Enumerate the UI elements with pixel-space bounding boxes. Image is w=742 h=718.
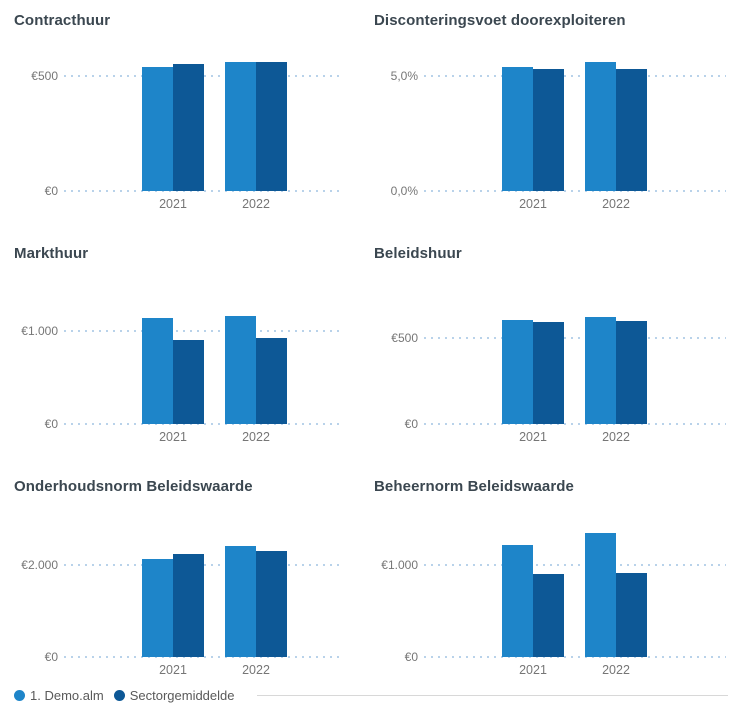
y-axis-tick-label: €500 xyxy=(31,68,58,83)
chart-area: 0,0% 5,0% 2021 2022 xyxy=(374,61,726,211)
chart-panel-beheernorm-beleidswaarde: Beheernorm Beleidswaarde €0 €1.000 2021 2022 xyxy=(360,466,742,699)
chart-title: Onderhoudsnorm Beleidswaarde xyxy=(14,478,253,495)
y-axis-tick-label: €0 xyxy=(44,417,58,431)
gridline xyxy=(64,190,344,192)
chart-panel-contracthuur: Contracthuur €0 €500 2021 2022 xyxy=(0,0,360,233)
y-axis-tick-label: €1.000 xyxy=(21,324,58,339)
legend-item-1-demo-alm[interactable]: 1. Demo.alm xyxy=(14,688,104,703)
chart-title: Beheernorm Beleidswaarde xyxy=(374,478,574,495)
bar-sectorgemiddelde-2021[interactable] xyxy=(173,340,204,424)
y-axis-tick-label: €500 xyxy=(391,330,418,345)
gridline xyxy=(424,190,726,192)
chart-panel-beleidshuur: Beleidshuur €0 €500 2021 2022 xyxy=(360,233,742,466)
x-axis-category-label: 2022 xyxy=(602,197,630,211)
legend: 1. Demo.alm Sectorgemiddelde xyxy=(14,684,728,706)
plot-area: 2021 2022 xyxy=(64,61,344,211)
chart-title: Markthuur xyxy=(14,245,89,262)
bar-sectorgemiddelde-2022[interactable] xyxy=(256,551,287,657)
chart-title: Contracthuur xyxy=(14,12,111,29)
bar-1-demo-alm-2021[interactable] xyxy=(502,545,533,657)
bar-sectorgemiddelde-2022[interactable] xyxy=(616,321,647,424)
plot-area: 2021 2022 xyxy=(64,527,344,677)
legend-item-label: 1. Demo.alm xyxy=(30,687,104,703)
bar-1-demo-alm-2021[interactable] xyxy=(142,318,173,424)
x-axis-category-label: 2022 xyxy=(242,663,270,677)
gridline xyxy=(64,423,344,425)
y-axis-tick-label: 0,0% xyxy=(390,184,418,198)
gridline xyxy=(424,336,726,339)
bar-1-demo-alm-2021[interactable] xyxy=(502,67,533,191)
legend-item-label: Sectorgemiddelde xyxy=(129,687,235,703)
gridline xyxy=(64,564,344,567)
chart-panel-disconteringsvoet-doorexploiteren: Disconteringsvoet doorexploiteren 0,0% 5,0… xyxy=(360,0,742,233)
bar-sectorgemiddelde-2022[interactable] xyxy=(256,338,287,424)
chart-area: €0 €2.000 2021 2022 xyxy=(14,527,344,677)
x-axis-category-label: 2021 xyxy=(519,430,547,444)
gridline xyxy=(424,656,726,658)
bar-1-demo-alm-2022[interactable] xyxy=(585,317,616,424)
bar-sectorgemiddelde-2021[interactable] xyxy=(533,322,564,424)
legend-item-sectorgemiddelde[interactable]: Sectorgemiddelde xyxy=(113,687,235,703)
chart-area: €0 €1.000 2021 2022 xyxy=(14,294,344,444)
chart-title: Disconteringsvoet doorexploiteren xyxy=(374,12,626,29)
y-axis-tick-label: €1.000 xyxy=(381,558,418,573)
y-axis-tick-label: €0 xyxy=(404,417,418,431)
plot-area: 2021 2022 xyxy=(64,294,344,444)
bar-sectorgemiddelde-2021[interactable] xyxy=(533,69,564,191)
x-axis-category-label: 2022 xyxy=(242,197,270,211)
bar-sectorgemiddelde-2021[interactable] xyxy=(173,554,204,657)
y-axis-tick-label: 5,0% xyxy=(390,68,418,83)
bar-sectorgemiddelde-2022[interactable] xyxy=(616,69,647,191)
x-axis-category-label: 2022 xyxy=(602,430,630,444)
legend-series-dot-icon xyxy=(14,689,25,701)
bar-1-demo-alm-2021[interactable] xyxy=(502,320,533,424)
chart-area: €0 €500 2021 2022 xyxy=(14,61,344,211)
y-axis-tick-label: €0 xyxy=(404,650,418,664)
chart-panel-onderhoudsnorm-beleidswaarde: Onderhoudsnorm Beleidswaarde €0 €2.000 2021… xyxy=(0,466,360,699)
gridline xyxy=(64,330,344,333)
gridline xyxy=(64,656,344,658)
y-axis-tick-label: €2.000 xyxy=(21,558,58,573)
bar-1-demo-alm-2022[interactable] xyxy=(225,546,256,657)
x-axis-category-label: 2021 xyxy=(159,430,187,444)
bar-1-demo-alm-2021[interactable] xyxy=(142,559,173,657)
x-axis-category-label: 2022 xyxy=(602,663,630,677)
charts-grid: Contracthuur €0 €500 2021 2022 Disconteringsv… xyxy=(0,0,742,699)
x-axis-category-label: 2021 xyxy=(159,663,187,677)
plot-area: 2021 2022 xyxy=(424,61,726,211)
chart-panel-markthuur: Markthuur €0 €1.000 2021 2022 xyxy=(0,233,360,466)
gridline xyxy=(424,74,726,77)
bar-1-demo-alm-2021[interactable] xyxy=(142,67,173,191)
gridline xyxy=(424,423,726,425)
bar-sectorgemiddelde-2021[interactable] xyxy=(533,574,564,657)
bar-sectorgemiddelde-2022[interactable] xyxy=(256,62,287,191)
plot-area: 2021 2022 xyxy=(424,527,726,677)
bar-1-demo-alm-2022[interactable] xyxy=(585,533,616,657)
y-axis-tick-label: €0 xyxy=(44,650,58,664)
legend-items: 1. Demo.alm Sectorgemiddelde xyxy=(14,688,245,703)
bar-sectorgemiddelde-2021[interactable] xyxy=(173,64,204,191)
chart-title: Beleidshuur xyxy=(374,245,462,262)
x-axis-category-label: 2021 xyxy=(519,197,547,211)
y-axis-tick-label: €0 xyxy=(44,184,58,198)
bar-sectorgemiddelde-2022[interactable] xyxy=(616,573,647,657)
bar-1-demo-alm-2022[interactable] xyxy=(585,62,616,191)
legend-divider-line xyxy=(256,694,728,696)
x-axis-category-label: 2021 xyxy=(519,663,547,677)
gridline xyxy=(424,564,726,567)
chart-area: €0 €500 2021 2022 xyxy=(374,294,726,444)
bar-1-demo-alm-2022[interactable] xyxy=(225,62,256,191)
plot-area: 2021 2022 xyxy=(424,294,726,444)
chart-area: €0 €1.000 2021 2022 xyxy=(374,527,726,677)
bar-1-demo-alm-2022[interactable] xyxy=(225,316,256,424)
x-axis-category-label: 2021 xyxy=(159,197,187,211)
gridline xyxy=(64,74,344,77)
x-axis-category-label: 2022 xyxy=(242,430,270,444)
legend-series-dot-icon xyxy=(113,689,125,701)
